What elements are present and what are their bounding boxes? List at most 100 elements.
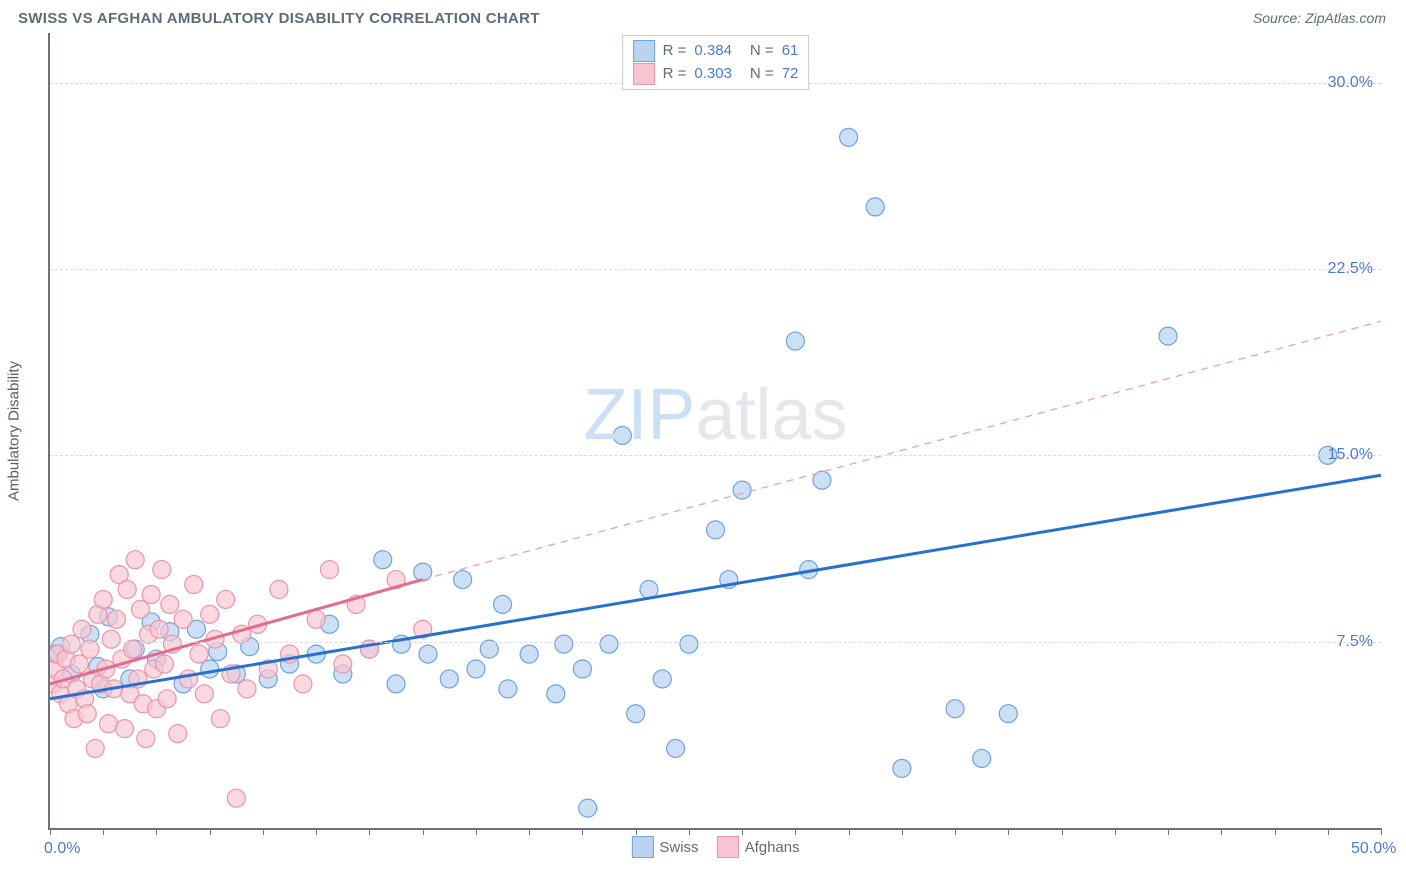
data-point bbox=[169, 725, 187, 743]
data-point bbox=[132, 600, 150, 618]
data-point bbox=[494, 595, 512, 613]
data-point bbox=[999, 705, 1017, 723]
data-point bbox=[62, 635, 80, 653]
data-point bbox=[201, 660, 219, 678]
x-tick bbox=[1381, 828, 1382, 835]
data-point bbox=[467, 660, 485, 678]
data-point bbox=[150, 620, 168, 638]
data-point bbox=[555, 635, 573, 653]
scatter-plot bbox=[50, 33, 1381, 828]
data-point bbox=[973, 749, 991, 767]
data-point bbox=[454, 571, 472, 589]
data-point bbox=[86, 740, 104, 758]
x-tick bbox=[1168, 828, 1169, 835]
data-point bbox=[108, 610, 126, 628]
x-tick bbox=[316, 828, 317, 835]
data-point bbox=[238, 680, 256, 698]
data-point bbox=[707, 521, 725, 539]
data-point bbox=[185, 576, 203, 594]
data-point bbox=[142, 585, 160, 603]
data-point bbox=[1159, 327, 1177, 345]
data-point bbox=[78, 705, 96, 723]
x-tick bbox=[156, 828, 157, 835]
x-tick bbox=[955, 828, 956, 835]
data-point bbox=[174, 610, 192, 628]
x-tick bbox=[1328, 828, 1329, 835]
x-tick bbox=[103, 828, 104, 835]
data-point bbox=[321, 561, 339, 579]
x-tick bbox=[689, 828, 690, 835]
trend-line bbox=[423, 321, 1381, 579]
gridline bbox=[50, 269, 1381, 270]
data-point bbox=[480, 640, 498, 658]
source-label: Source: ZipAtlas.com bbox=[1253, 10, 1386, 27]
x-tick bbox=[1008, 828, 1009, 835]
data-point bbox=[680, 635, 698, 653]
x-tick bbox=[1062, 828, 1063, 835]
gridline bbox=[50, 455, 1381, 456]
legend-series-item: Swiss bbox=[631, 836, 698, 858]
data-point bbox=[161, 595, 179, 613]
data-point bbox=[733, 481, 751, 499]
data-point bbox=[520, 645, 538, 663]
data-point bbox=[153, 561, 171, 579]
y-tick-label: 30.0% bbox=[1328, 74, 1373, 92]
x-tick bbox=[636, 828, 637, 835]
data-point bbox=[499, 680, 517, 698]
data-point bbox=[190, 645, 208, 663]
data-point bbox=[270, 581, 288, 599]
data-point bbox=[547, 685, 565, 703]
data-point bbox=[627, 705, 645, 723]
data-point bbox=[786, 332, 804, 350]
data-point bbox=[201, 605, 219, 623]
data-point bbox=[94, 590, 112, 608]
legend-stats: R =0.384N =61R =0.303N =72 bbox=[622, 35, 810, 90]
data-point bbox=[946, 700, 964, 718]
data-point bbox=[102, 630, 120, 648]
chart-title: SWISS VS AFGHAN AMBULATORY DISABILITY CO… bbox=[18, 10, 540, 27]
data-point bbox=[387, 675, 405, 693]
chart-area: Ambulatory Disability ZIPatlas R =0.384N… bbox=[48, 33, 1381, 830]
x-tick bbox=[476, 828, 477, 835]
data-point bbox=[155, 655, 173, 673]
data-point bbox=[294, 675, 312, 693]
legend-stat-row: R =0.303N =72 bbox=[633, 63, 799, 86]
x-tick bbox=[1221, 828, 1222, 835]
data-point bbox=[116, 720, 134, 738]
data-point bbox=[118, 581, 136, 599]
data-point bbox=[124, 640, 142, 658]
data-point bbox=[211, 710, 229, 728]
data-point bbox=[227, 789, 245, 807]
x-tick-label: 50.0% bbox=[1351, 840, 1396, 858]
data-point bbox=[573, 660, 591, 678]
x-tick-label: 0.0% bbox=[44, 840, 80, 858]
data-point bbox=[334, 655, 352, 673]
data-point bbox=[126, 551, 144, 569]
data-point bbox=[600, 635, 618, 653]
data-point bbox=[73, 620, 91, 638]
data-point bbox=[440, 670, 458, 688]
data-point bbox=[195, 685, 213, 703]
data-point bbox=[653, 670, 671, 688]
data-point bbox=[137, 730, 155, 748]
data-point bbox=[70, 655, 88, 673]
data-point bbox=[179, 670, 197, 688]
x-tick bbox=[263, 828, 264, 835]
gridline bbox=[50, 642, 1381, 643]
x-tick bbox=[1275, 828, 1276, 835]
y-axis-label: Ambulatory Disability bbox=[6, 360, 23, 500]
data-point bbox=[866, 198, 884, 216]
data-point bbox=[158, 690, 176, 708]
data-point bbox=[613, 426, 631, 444]
x-tick bbox=[849, 828, 850, 835]
x-tick bbox=[582, 828, 583, 835]
x-tick bbox=[742, 828, 743, 835]
x-tick bbox=[369, 828, 370, 835]
data-point bbox=[419, 645, 437, 663]
legend-series-item: Afghans bbox=[717, 836, 800, 858]
y-tick-label: 15.0% bbox=[1328, 446, 1373, 464]
trend-line bbox=[50, 475, 1381, 699]
data-point bbox=[893, 759, 911, 777]
x-tick bbox=[902, 828, 903, 835]
y-tick-label: 7.5% bbox=[1337, 633, 1373, 651]
